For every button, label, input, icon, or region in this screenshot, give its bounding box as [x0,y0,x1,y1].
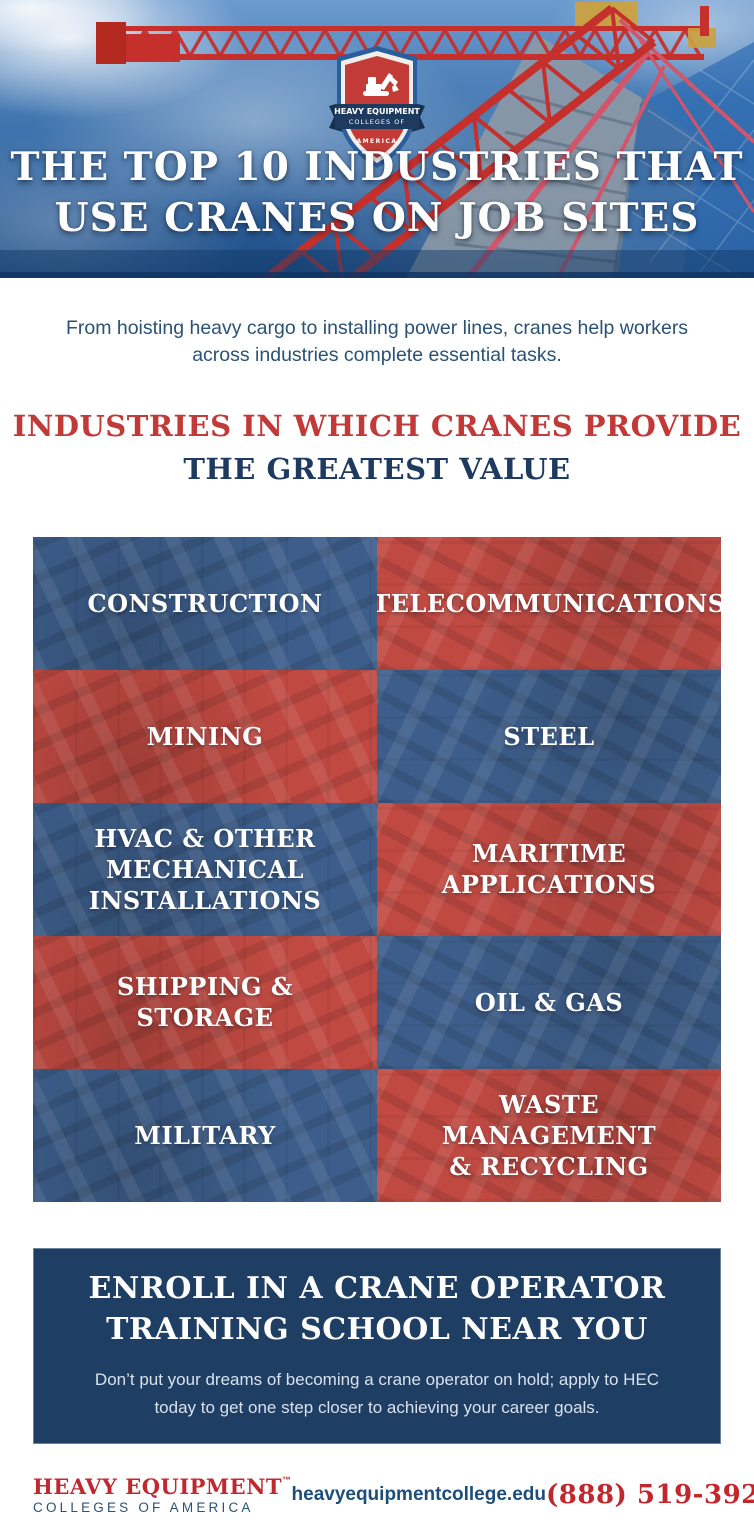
industry-cell-mining: MINING [33,669,377,803]
industry-cell-maritime: MARITIME APPLICATIONS [377,802,721,936]
industry-cell-steel: STEEL [377,669,721,803]
badge-line3: AMERICA [356,138,397,145]
intro-paragraph: From hoisting heavy cargo to installing … [65,317,689,366]
trademark-symbol: ™ [282,1474,292,1485]
industry-label: MARITIME APPLICATIONS [441,839,657,900]
section-heading-line1: INDUSTRIES IN WHICH CRANES PROVIDE [12,408,742,443]
page-title: THE TOP 10 INDUSTRIES THAT USE CRANES ON… [0,142,754,244]
footer: HEAVY EQUIPMENT™ COLLEGES OF AMERICA hea… [33,1473,754,1515]
industry-label: STEEL [503,721,595,751]
cta-title: ENROLL IN A CRANE OPERATOR TRAINING SCHO… [88,1271,666,1347]
section-heading-line2: THE GREATEST VALUE [183,452,571,487]
industry-label: SHIPPING & STORAGE [116,972,293,1033]
industry-label: MINING [146,721,264,751]
footer-brand-line1: HEAVY EQUIPMENT™ [33,1473,292,1499]
section-heading: INDUSTRIES IN WHICH CRANES PROVIDE THE G… [0,405,754,492]
page-title-line1: THE TOP 10 INDUSTRIES THAT [10,144,744,190]
industry-cell-oil-gas: OIL & GAS [377,935,721,1069]
industry-cell-telecommunications: TELECOMMUNICATIONS [377,536,721,670]
footer-brand-text: HEAVY EQUIPMENT [33,1473,283,1499]
industry-cell-shipping-storage: SHIPPING & STORAGE [33,935,377,1069]
blue-netting [618,42,754,278]
footer-brand-logo: HEAVY EQUIPMENT™ COLLEGES OF AMERICA [33,1473,292,1515]
industry-grid: CONSTRUCTION TELECOMMUNICATIONS MINING S… [33,536,721,1202]
ribbon-band [335,104,419,129]
crane-tie-rods [465,18,754,278]
industry-cell-hvac-mechanical: HVAC & OTHER MECHANICAL INSTALLATIONS [33,802,377,936]
page-title-line2: USE CRANES ON JOB SITES [54,195,700,241]
cta-body: Don’t put your dreams of becoming a cran… [94,1370,660,1418]
industry-label: TELECOMMUNICATIONS [377,588,721,618]
industry-label: WASTE MANAGEMENT & RECYCLING [441,1089,657,1181]
industry-label: MILITARY [134,1120,276,1150]
website-link[interactable]: heavyequipmentcollege.edu [291,1484,546,1506]
hero-header: HEAVY EQUIPMENT COLLEGES OF AMERICA THE … [0,0,754,278]
industry-label: HVAC & OTHER MECHANICAL INSTALLATIONS [88,823,322,915]
footer-brand-line2: COLLEGES OF AMERICA [33,1499,254,1515]
hec-logo-badge: HEAVY EQUIPMENT COLLEGES OF AMERICA [329,46,425,168]
industry-label: CONSTRUCTION [87,588,323,618]
industry-cell-construction: CONSTRUCTION [33,536,377,670]
enroll-cta-banner: ENROLL IN A CRANE OPERATOR TRAINING SCHO… [33,1247,721,1444]
badge-line1: HEAVY EQUIPMENT [334,107,420,116]
excavator-icon [363,73,399,96]
industry-label: OIL & GAS [474,987,624,1017]
industry-cell-waste-recycling: WASTE MANAGEMENT & RECYCLING [377,1068,721,1202]
badge-line2: COLLEGES OF [349,118,405,126]
industry-cell-military: MILITARY [33,1068,377,1202]
phone-number[interactable]: (888) 519-3928 [545,1480,754,1511]
